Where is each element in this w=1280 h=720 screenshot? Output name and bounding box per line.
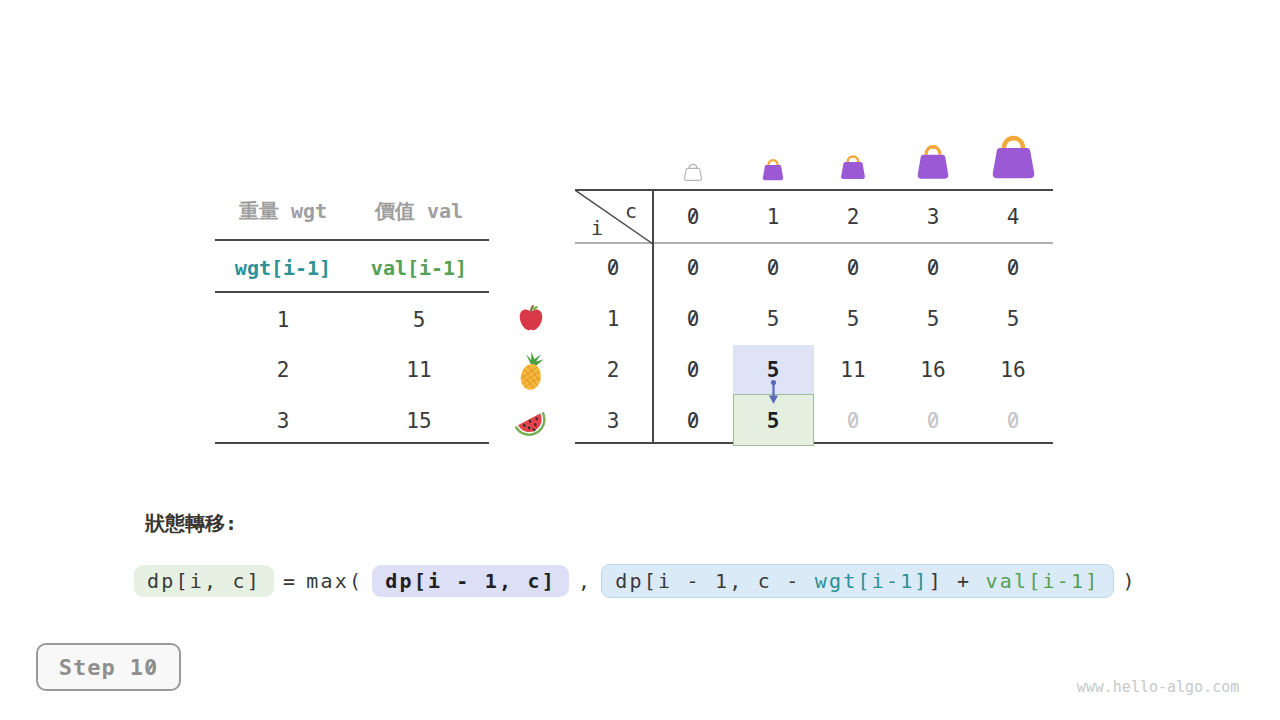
dp-row-label: 0 xyxy=(607,256,620,280)
dp-cell: 5 xyxy=(1007,307,1020,331)
dp-cell-muted: 0 xyxy=(847,409,860,433)
dp-cell: 0 xyxy=(687,358,700,382)
formula-close-paren: ) xyxy=(1123,569,1137,593)
dp-cell: 0 xyxy=(687,307,700,331)
items-table-line-mid xyxy=(215,291,489,293)
dp-cell: 5 xyxy=(767,307,780,331)
dp-cell-highlight-target: 5 xyxy=(767,409,780,433)
apple-icon xyxy=(516,303,546,333)
items-var-value: val[i-1] xyxy=(371,256,467,280)
items-header-weight: 重量 wgt xyxy=(239,198,327,225)
transition-label: 狀態轉移: xyxy=(145,510,237,537)
step-badge: Step 10 xyxy=(36,643,181,691)
dp-cell: 11 xyxy=(840,358,865,382)
dp-cell: 5 xyxy=(847,307,860,331)
step-badge-label: Step 10 xyxy=(59,655,159,680)
item-value: 11 xyxy=(406,358,431,382)
items-header-value: 價值 val xyxy=(375,198,463,225)
item-value: 5 xyxy=(413,308,426,332)
watermark: www.hello-algo.com xyxy=(1077,678,1240,696)
dp-row-label: 3 xyxy=(607,409,620,433)
dp-cell-muted: 0 xyxy=(1007,409,1020,433)
formula-lhs: dp[i, c] xyxy=(134,565,274,597)
bag-empty-icon xyxy=(683,162,703,181)
dp-col-header: 1 xyxy=(767,205,780,229)
dp-corner-diagonal xyxy=(575,189,654,245)
formula-option1: dp[i - 1, c] xyxy=(372,565,569,597)
item-weight: 3 xyxy=(277,409,290,433)
items-table-line-bottom xyxy=(215,442,489,444)
dp-cell: 5 xyxy=(927,307,940,331)
bag-xlarge-icon xyxy=(989,132,1038,180)
dp-cell: 0 xyxy=(927,256,940,280)
dp-col-header: 3 xyxy=(927,205,940,229)
dp-cell: 0 xyxy=(847,256,860,280)
formula-option2: dp[i - 1, c - wgt[i-1]] + val[i-1] xyxy=(601,564,1113,598)
bag-large-icon xyxy=(915,142,951,180)
watermelon-icon xyxy=(510,405,552,441)
items-var-weight: wgt[i-1] xyxy=(235,256,331,280)
dp-cell: 0 xyxy=(687,256,700,280)
dp-col-header: 0 xyxy=(687,205,700,229)
dp-row-label: 2 xyxy=(607,358,620,382)
formula-val-ref: val[i-1] xyxy=(986,569,1100,593)
dp-col-header: 4 xyxy=(1007,205,1020,229)
dp-cell: 16 xyxy=(920,358,945,382)
dp-col-header: 2 xyxy=(847,205,860,229)
formula-wgt-ref: wgt[i-1] xyxy=(815,569,929,593)
formula-max-open: max( xyxy=(306,569,363,593)
bag-small-icon xyxy=(761,157,785,181)
item-weight: 1 xyxy=(277,308,290,332)
formula-eq: = xyxy=(283,569,297,593)
pineapple-icon xyxy=(514,350,548,392)
dp-cell: 0 xyxy=(687,409,700,433)
knapsack-dp-diagram: 重量 wgt 價值 val wgt[i-1] val[i-1] 1 5 2 11… xyxy=(0,0,1280,720)
dp-cell: 16 xyxy=(1000,358,1025,382)
item-weight: 2 xyxy=(277,358,290,382)
formula-comma: , xyxy=(578,569,592,593)
items-table-line-top xyxy=(215,239,489,241)
transition-arrow-icon xyxy=(764,378,783,406)
bag-medium-icon xyxy=(839,153,867,180)
dp-row-label: 1 xyxy=(607,307,620,331)
dp-cell: 0 xyxy=(767,256,780,280)
transition-formula: dp[i, c] = max( dp[i - 1, c] , dp[i - 1,… xyxy=(134,564,1137,598)
item-value: 15 xyxy=(406,409,431,433)
dp-cell: 0 xyxy=(1007,256,1020,280)
dp-table-line-bottom xyxy=(575,442,1053,444)
dp-cell-muted: 0 xyxy=(927,409,940,433)
